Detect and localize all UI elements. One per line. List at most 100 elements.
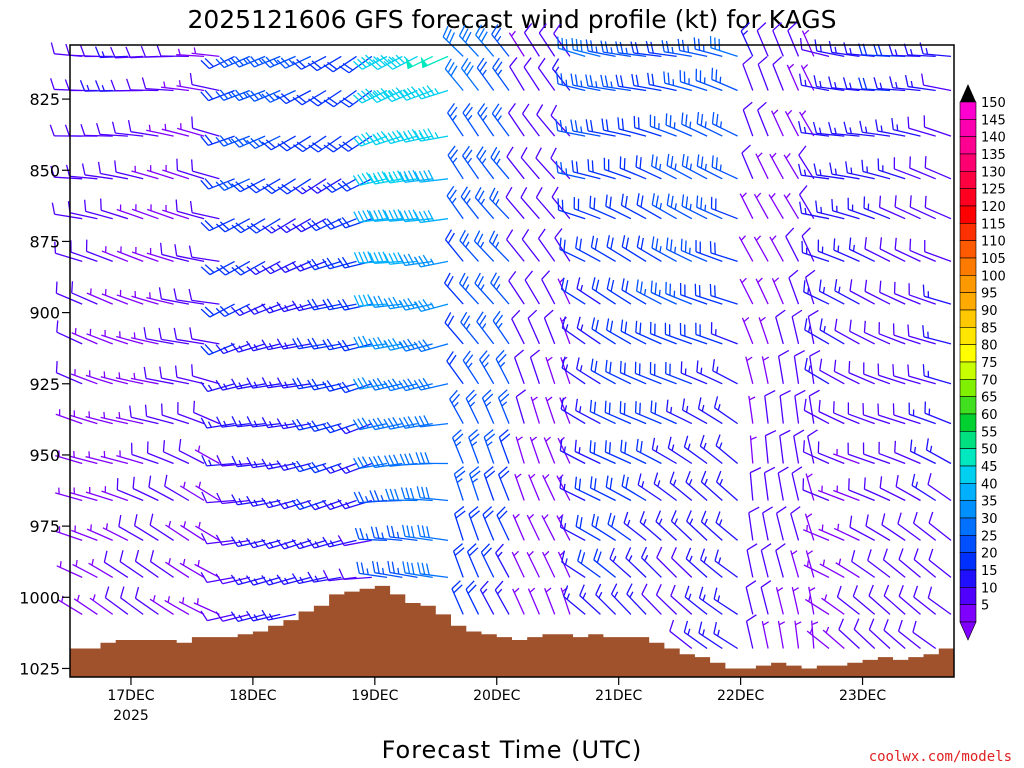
colorbar-label: 45	[981, 460, 998, 475]
wind-barb	[817, 239, 845, 263]
colorbar-label: 10	[981, 581, 998, 596]
wind-barb	[897, 512, 921, 541]
wind-barb	[101, 486, 129, 502]
wind-barb	[571, 37, 601, 58]
wind-barb	[94, 46, 128, 59]
wind-barb	[322, 421, 357, 434]
wind-barb	[55, 526, 83, 542]
wind-barb	[699, 434, 723, 465]
wind-barb	[639, 510, 662, 541]
wind-barb	[694, 283, 723, 305]
wind-barb	[231, 260, 266, 276]
wind-barb	[444, 229, 464, 262]
wind-barb	[127, 120, 159, 137]
colorbar-label: 80	[981, 339, 998, 354]
x-year-label: 2025	[113, 708, 149, 724]
wind-barb	[551, 186, 571, 220]
wind-barb	[543, 309, 556, 345]
wind-barb	[794, 620, 802, 649]
y-tick-label: 825	[29, 90, 60, 109]
colorbar-swatch	[959, 483, 977, 501]
wind-barb	[111, 121, 144, 137]
wind-barb	[371, 561, 403, 579]
wind-barb	[649, 114, 677, 137]
colorbar-swatch	[959, 344, 977, 363]
wind-barb	[524, 270, 540, 305]
wind-barb	[528, 473, 541, 501]
wind-barb	[176, 48, 205, 58]
colorbar-label: 5	[981, 599, 989, 614]
colorbar-swatch	[959, 396, 977, 415]
wind-barb	[116, 450, 144, 465]
wind-barb	[815, 200, 845, 220]
wind-barb	[159, 242, 190, 263]
wind-barb	[907, 324, 936, 345]
wind-barb	[414, 209, 449, 224]
wind-barb	[631, 73, 662, 92]
colorbar-swatch	[959, 604, 977, 623]
x-tick-label: 17DEC	[107, 688, 154, 704]
wind-barb	[865, 514, 891, 541]
wind-barb	[497, 389, 510, 424]
wind-barb	[923, 115, 952, 137]
wind-barb	[50, 165, 83, 180]
wind-barb	[474, 272, 495, 305]
wind-barb	[158, 287, 190, 305]
wind-barb	[476, 311, 495, 345]
wind-barb	[829, 162, 860, 180]
wind-barb	[174, 244, 205, 263]
wind-barb	[741, 144, 754, 180]
wind-barb	[587, 159, 616, 180]
colorbar-label: 135	[981, 148, 1006, 163]
wind-barb	[609, 547, 632, 578]
wind-barb	[927, 586, 952, 615]
wind-barb	[261, 497, 296, 509]
wind-barb	[655, 583, 678, 615]
wind-barb	[246, 303, 281, 315]
colorbar-swatch	[959, 275, 977, 293]
wind-barb	[680, 238, 708, 262]
wind-barb	[535, 147, 556, 180]
wind-barb	[798, 145, 815, 180]
wind-barb	[193, 598, 220, 615]
wind-barb	[131, 204, 159, 220]
wind-barb	[742, 101, 754, 137]
wind-barb	[836, 585, 860, 615]
wind-barb	[797, 121, 830, 137]
wind-barb	[753, 192, 769, 220]
wind-barb	[713, 622, 738, 650]
wind-barb	[505, 186, 525, 220]
wind-barb	[579, 584, 601, 615]
wind-barb	[656, 546, 678, 578]
wind-barb	[590, 235, 616, 262]
wind-barb	[897, 619, 921, 650]
wind-barb	[715, 511, 739, 541]
wind-barb	[452, 429, 464, 464]
wind-barb	[858, 77, 891, 92]
wind-barb	[86, 288, 113, 305]
wind-barb	[785, 227, 800, 262]
wind-barb	[368, 54, 403, 71]
wind-barb	[651, 236, 677, 262]
wind-barb	[100, 371, 129, 385]
wind-barb	[146, 165, 174, 180]
wind-barb	[180, 521, 205, 541]
wind-barb	[560, 397, 586, 425]
wind-barb	[386, 525, 418, 542]
wind-barb	[479, 350, 495, 385]
wind-barb	[468, 429, 480, 464]
wind-barb	[511, 309, 525, 345]
wind-barb	[620, 439, 647, 465]
wind-barb	[530, 396, 541, 424]
wind-barb	[630, 41, 662, 58]
colorbar-swatch	[959, 361, 977, 380]
wind-barb	[610, 583, 632, 615]
wind-barb	[132, 476, 159, 502]
wind-barb	[176, 80, 205, 92]
wind-barb	[763, 466, 776, 501]
wind-barb	[370, 526, 403, 542]
wind-barb	[804, 269, 816, 305]
wind-barb	[512, 513, 525, 541]
wind-barb	[156, 44, 189, 58]
wind-barb	[70, 410, 98, 425]
